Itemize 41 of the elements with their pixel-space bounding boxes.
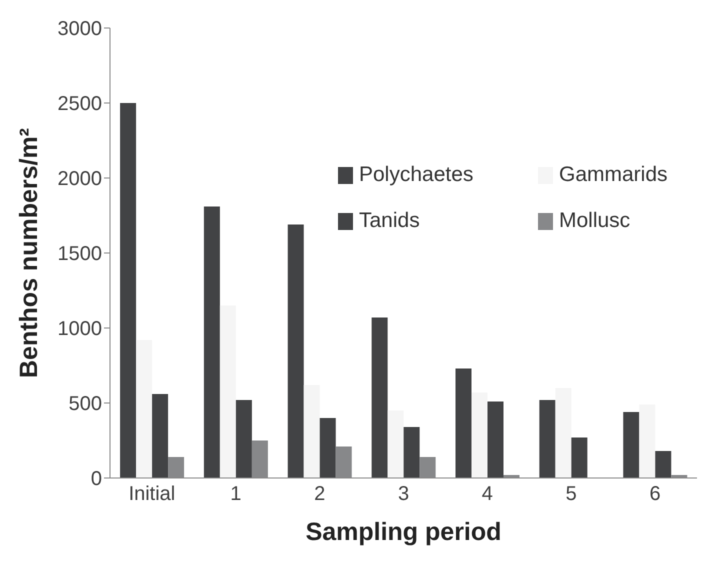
y-tick-label: 500: [68, 393, 102, 416]
bar: [539, 400, 556, 478]
bar: [120, 103, 136, 478]
bar: [388, 410, 404, 478]
y-tick-label: 0: [90, 468, 102, 490]
y-tick-label: 1500: [58, 243, 102, 266]
x-tick-label: 2: [314, 483, 326, 506]
x-tick-label: 6: [650, 483, 661, 506]
bar: [555, 388, 572, 478]
bar: [655, 451, 672, 478]
x-tick-label: 3: [398, 483, 410, 506]
y-tick-label: 3000: [58, 18, 102, 40]
bar: [288, 224, 304, 478]
x-tick-label: 1: [230, 483, 242, 506]
legend-label: Mollusc: [559, 209, 630, 233]
legend-label: Tanids: [359, 209, 420, 233]
x-tick-label: Initial: [128, 483, 176, 506]
bar: [136, 340, 152, 478]
bar: [623, 412, 640, 478]
bar: [404, 427, 420, 478]
bar: [320, 418, 336, 478]
x-axis-title: Sampling period: [306, 518, 502, 546]
y-tick-label: 2500: [58, 93, 102, 116]
legend-label: Polychaetes: [359, 163, 474, 187]
bar: [304, 385, 320, 478]
y-tick-label: 2000: [58, 168, 102, 190]
legend-label: Gammarids: [559, 163, 668, 187]
bar: [455, 368, 472, 478]
bar: [471, 392, 488, 478]
bar: [236, 400, 252, 478]
y-tick-label: 1000: [58, 318, 102, 340]
y-axis-title: Benthos numbers/m²: [14, 128, 43, 378]
bar: [220, 306, 236, 478]
x-tick-label: 5: [566, 483, 577, 506]
bar: [204, 206, 220, 478]
bar: [487, 402, 504, 478]
bar: [571, 438, 588, 478]
bar: [372, 318, 388, 478]
bar: [152, 394, 168, 478]
x-tick-label: 4: [482, 483, 493, 506]
bar: [639, 404, 656, 478]
